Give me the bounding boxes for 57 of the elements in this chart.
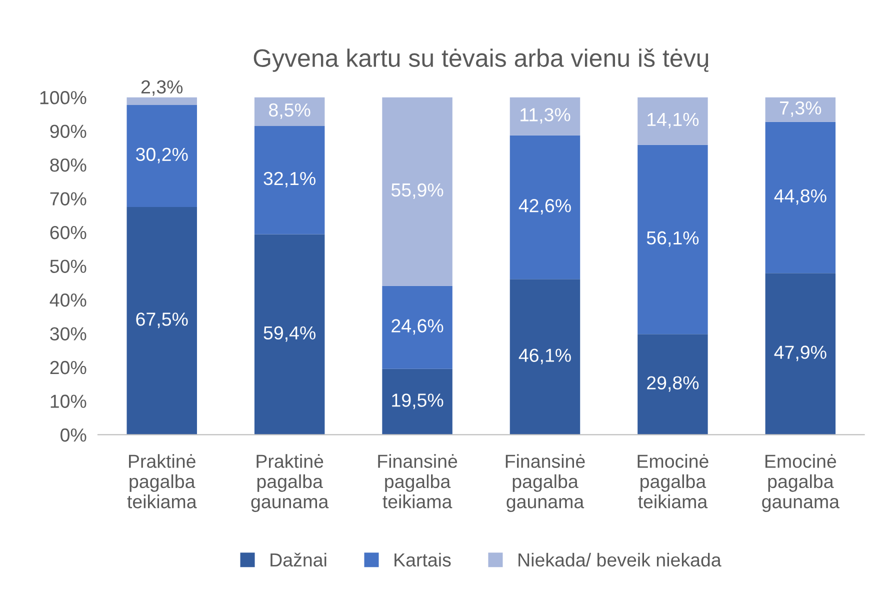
data-label: 42,6% [518,199,571,215]
legend-label: Niekada/ beveik niekada [518,552,722,567]
y-tick-label: 30% [50,327,86,340]
y-tick-label: 60% [50,226,86,240]
bar [765,122,836,274]
bar [126,97,197,106]
data-label: 14,1% [648,112,699,128]
data-label: 24,6% [392,319,444,335]
bar [254,126,325,234]
data-label: 46,1% [518,348,571,364]
data-label: 7,3% [780,101,822,117]
y-tick-label: 70% [50,192,86,206]
y-tick-label: 90% [50,124,86,138]
bar [126,105,197,207]
y-tick-label: 100% [40,90,86,104]
bar [510,97,580,136]
bar [765,97,836,122]
data-label: 55,9% [391,183,444,199]
bar [510,279,580,435]
data-label: 47,9% [774,346,826,362]
legend-label: Kartais [394,552,451,567]
x-tick-label: Praktinė pagalba gaunama [251,454,329,512]
bar [765,273,836,435]
bar [638,334,708,435]
data-label: 32,1% [264,172,316,188]
data-label: 29,8% [647,376,699,392]
data-label: 30,2% [136,148,188,164]
x-tick-label: Finansinė pagalba gaunama [506,454,585,512]
y-tick-label: 10% [50,394,86,408]
y-tick-label: 40% [50,293,86,307]
y-tick-label: 20% [50,360,86,374]
data-label: 8,5% [269,103,310,119]
bar [638,144,708,334]
bar [254,234,325,435]
bar [382,368,452,435]
bar [638,97,708,145]
bar [382,286,452,369]
bar [126,206,197,435]
data-label: 59,4% [264,326,316,342]
data-label: 44,8% [774,189,826,205]
data-label: 11,3% [520,108,570,124]
x-tick-label: Emocinė pagalba gaunama [762,454,840,512]
bar [382,97,452,286]
y-tick-label: 50% [50,260,86,273]
bar [510,135,580,280]
data-label: 56,1% [646,231,699,247]
data-label: 2,3% [141,80,183,96]
y-tick-label: 80% [50,158,86,172]
legend-label: Dažnai [270,552,326,567]
bar [254,97,325,126]
x-tick-label: Finansinė pagalba teikiama [378,454,458,508]
data-label: 19,5% [392,394,444,410]
x-tick-label: Emocinė pagalba teikiama [638,454,708,508]
x-tick-label: Praktinė pagalba teikiama [127,454,197,508]
data-label: 67,5% [136,312,188,328]
chart-title: Gyvena kartu su tėvais arba vienu iš tėvų [254,48,708,72]
y-tick-label: 0% [60,428,86,442]
